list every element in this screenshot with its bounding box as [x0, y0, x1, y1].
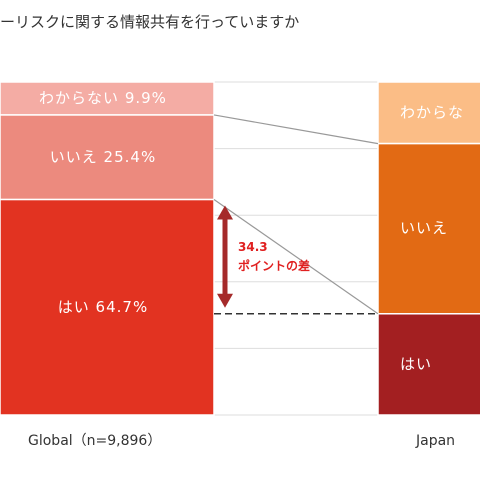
connector-line-1	[213, 199, 379, 315]
bar-japan-no	[377, 142, 480, 315]
difference-arrow-head-top	[217, 205, 233, 220]
connector-line-0	[213, 114, 379, 145]
data-label-global-no: いいえ 25.4%	[50, 148, 156, 166]
chart-title: ーリスクに関する情報共有を行っていますか	[0, 13, 300, 31]
difference-arrow-head-bottom	[217, 293, 233, 308]
x-tick-label-global: Global（n=9,896）	[28, 433, 162, 449]
bar-global-unknown	[0, 81, 215, 116]
data-label-japan-unknown: わからな	[400, 103, 464, 121]
data-label-global-unknown: わからない 9.9%	[39, 89, 167, 107]
data-label-japan-no: いいえ	[400, 219, 448, 237]
difference-label: ポイントの差	[238, 259, 311, 273]
difference-value: 34.3	[238, 240, 268, 254]
difference-annotation: 34.3 ポイントの差	[238, 238, 318, 276]
bar-japan-yes	[377, 313, 480, 416]
bar-japan-unknown	[377, 81, 480, 145]
data-label-global-yes: はい 64.7%	[58, 298, 148, 316]
bar-global-no	[0, 114, 215, 201]
data-label-japan-yes: はい	[400, 355, 432, 373]
bar-global-yes	[0, 198, 215, 416]
x-tick-label-japan: Japan	[416, 433, 456, 449]
